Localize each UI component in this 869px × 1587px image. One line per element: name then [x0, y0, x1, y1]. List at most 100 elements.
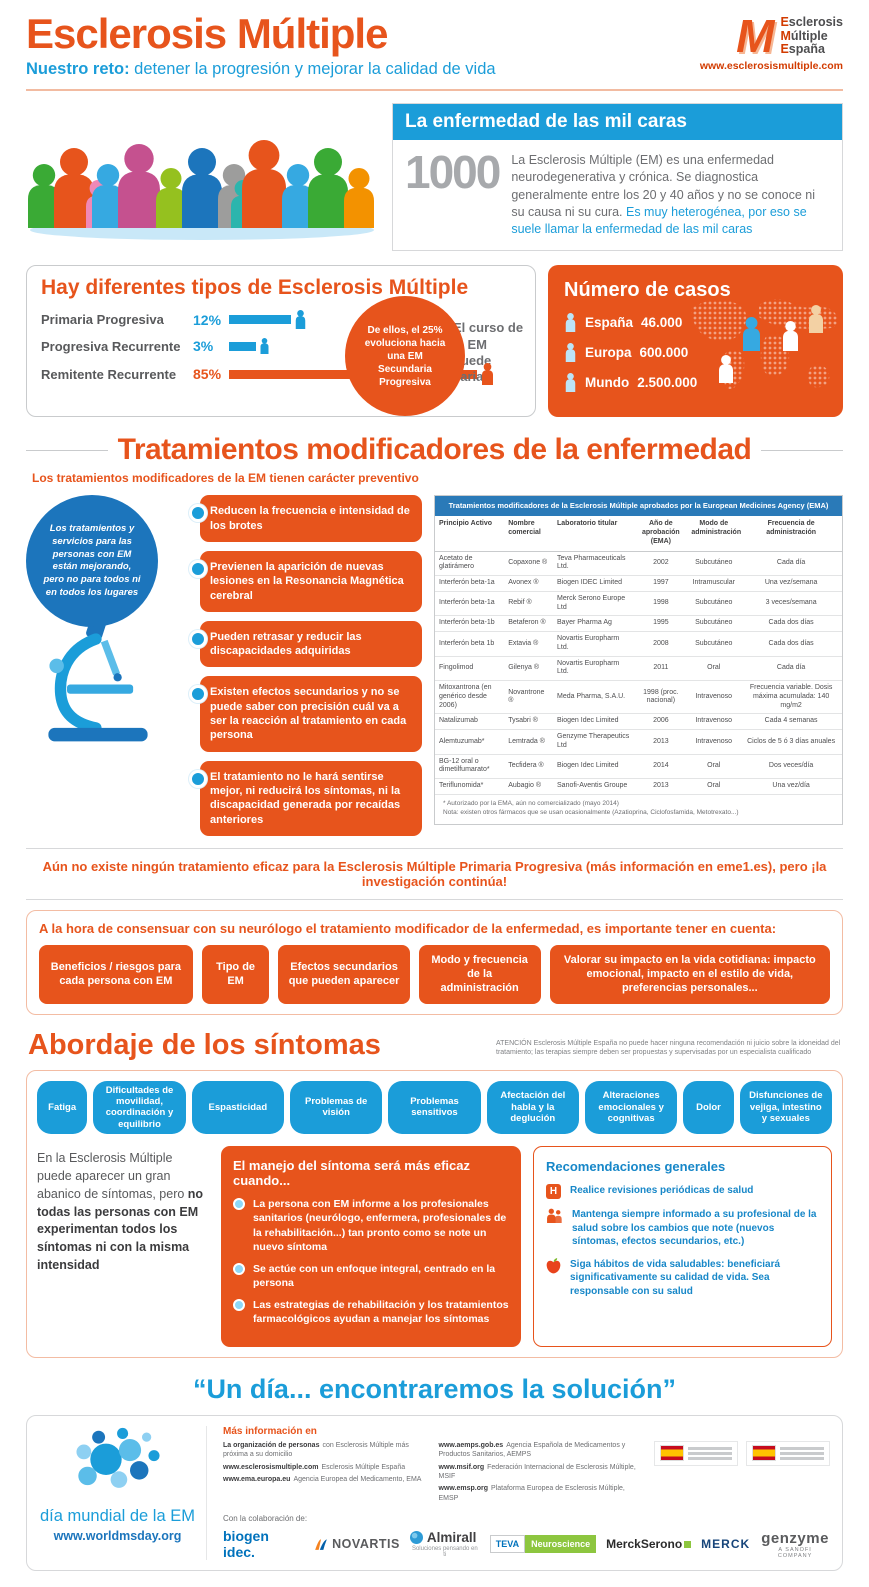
info-link: www.esclerosismultiple.com Esclerosis Múl…: [223, 1463, 425, 1472]
cell: 1998 (proc. nacional): [634, 680, 688, 715]
symptom-pill: Espasticidad: [191, 1080, 284, 1135]
cell: Cada día: [740, 656, 842, 682]
treatments-title: Tratamientos modificadores de la enferme…: [117, 433, 752, 467]
cell: 2006: [634, 713, 688, 731]
cell: Oral: [687, 656, 741, 682]
col-header: Laboratorio titular: [553, 516, 635, 552]
cell: Cada día: [740, 551, 842, 577]
type-row: Progresiva Recurrente 3%: [41, 338, 521, 355]
symptoms-section: Abordaje de los síntomas ATENCIÓN Escler…: [26, 1029, 843, 1358]
cell: Interferón beta-1a: [435, 575, 505, 592]
bullet-dot-icon: [233, 1198, 245, 1211]
link-strong[interactable]: www.ema.europa.eu: [223, 1475, 291, 1483]
biogen-idec-logo: biogen idec.: [223, 1528, 269, 1561]
symptom-pill: Fatiga: [37, 1080, 88, 1135]
cell: Lemtrada ®: [504, 729, 554, 755]
cell: Ciclos de 5 ó 3 días anuales: [740, 729, 842, 755]
type-label: Primaria Progresiva: [41, 312, 164, 328]
symptom-pill: Disfunciones de vejiga, intestino y sexu…: [739, 1080, 832, 1135]
wmsd-name: día mundial de la EM: [39, 1506, 195, 1525]
table-row: BG-12 oral o dimetilfumarato* Tecfidera ®…: [435, 754, 842, 780]
link-strong[interactable]: www.esclerosismultiple.com: [223, 1463, 319, 1471]
table-row: Interferón beta-1a Rebif ® Merck Serono Eu…: [435, 591, 842, 617]
table-row: Fingolimod Gilenya ® Novartis Europharm Lt…: [435, 656, 842, 682]
person-icon: [565, 343, 576, 363]
link-strong[interactable]: www.emsp.org: [438, 1485, 489, 1493]
symptoms-title: Abordaje de los síntomas: [28, 1028, 381, 1061]
footer: día mundial de la EM www.worldmsday.org …: [26, 1414, 843, 1572]
footnote-1: * Autorizado por la EMA, aún no comercia…: [443, 799, 619, 807]
types-chart: Primaria Progresiva 12% Progresiva Recur…: [41, 310, 521, 386]
cell: 2002: [634, 551, 688, 577]
cell: Una vez/semana: [740, 575, 842, 592]
link-strong[interactable]: www.msif.org: [438, 1463, 485, 1471]
cell: 2014: [634, 754, 688, 780]
links-column-right: www.aemps.gob.es Agencia Española de Medi…: [439, 1441, 641, 1507]
col-header: Año de aprobación (EMA): [634, 516, 688, 552]
recommendations-title: Recomendaciones generales: [546, 1159, 726, 1175]
cell: Acetato de glatirámero: [435, 551, 505, 577]
table-footnotes: * Autorizado por la EMA, aún no comercia…: [435, 795, 842, 824]
cell: Novantrone ®: [504, 680, 554, 715]
ema-table: Principio Activo Nombre comercial Labora…: [435, 516, 842, 795]
cell: Mitoxantrona (en genérico desde 2006): [435, 680, 505, 715]
table-row: Alemtuzumab* Lemtrada ® Genzyme Therapeuti…: [435, 729, 842, 755]
ema-table-panel: Tratamientos modificadores de la Esclero…: [434, 495, 843, 825]
merck-logo: MERCK: [701, 1537, 751, 1552]
cell: Merck Serono Europe Ltd: [553, 591, 635, 617]
cell: Intramuscular: [687, 575, 741, 592]
symptom-pill: Problemas de visión: [290, 1080, 383, 1135]
links-column-left: La organización de personas con Esclerosi…: [223, 1441, 425, 1488]
cell: Tecfidera ®: [504, 754, 554, 780]
cell: Genzyme Therapeutics Ltd: [553, 729, 635, 755]
logo-text-lines: [780, 1445, 824, 1462]
cell: Biogen IDEC Limited: [553, 575, 635, 592]
mil-caras-text-blue: Es muy heterogénea, por eso se suele lla…: [511, 204, 807, 237]
bullet-text: El tratamiento no le hará sentirse mejor…: [210, 770, 401, 826]
eme-website-link[interactable]: www.esclerosismultiple.com: [699, 59, 843, 72]
person-icon: [295, 310, 306, 330]
symptom-pill: Dolor: [683, 1080, 734, 1135]
management-text: La persona con EM informe a los profesio…: [253, 1198, 507, 1253]
almirall-logo: Almirall Soluciones pensando en ti: [409, 1530, 480, 1558]
symptom-pills: Fatiga Dificultades de movilidad, coordi…: [37, 1080, 832, 1135]
consensus-item: Modo y frecuencia de la administración: [418, 944, 541, 1004]
cell: 2008: [634, 631, 688, 657]
wmsd-url-link[interactable]: www.worldmsday.org: [53, 1528, 182, 1543]
ema-table-title: Tratamientos modificadores de la Esclero…: [435, 496, 842, 517]
recommendation-item: H Realice revisiones periódicas de salud: [546, 1184, 819, 1200]
cell: Subcutáneo: [687, 631, 741, 657]
crowd-illustration: [28, 140, 374, 241]
bullet-dot-icon: [189, 504, 207, 523]
cell: Cada 4 semanas: [740, 713, 842, 731]
consensus-section: A la hora de consensuar con su neurólogo…: [26, 909, 843, 1015]
types-title: Hay diferentes tipos de Esclerosis Múlti…: [41, 276, 469, 300]
bullet-dot-icon: [189, 629, 207, 648]
types-panel: Hay diferentes tipos de Esclerosis Múlti…: [26, 265, 536, 418]
type-pct: 85%: [193, 366, 222, 383]
person-icon: [260, 338, 269, 355]
cell: Aubagio ®: [504, 778, 554, 795]
microscope-column: Los tratamientos y servicios para las pe…: [26, 495, 178, 800]
almirall-sphere-icon: [409, 1531, 423, 1545]
cell: Tysabri ®: [504, 713, 554, 731]
more-info-title: Más información en: [223, 1425, 317, 1437]
link-rest: Esclerosis Múltiple España: [321, 1463, 406, 1471]
spain-flag-icon: [752, 1445, 776, 1462]
cell: 2013: [634, 778, 688, 795]
treatments-title-row: Tratamientos modificadores de la enferme…: [26, 433, 844, 467]
col-header: Principio Activo: [435, 516, 505, 552]
cell: Intravenoso: [687, 729, 741, 755]
person-icon: [482, 363, 493, 386]
cases-panel: Número de casos España 46.000 Europa 600…: [548, 265, 843, 418]
treatments-section: Tratamientos modificadores de la enferme…: [26, 433, 844, 900]
link-strong[interactable]: La organización de personas: [223, 1441, 320, 1449]
novartis-logo: NOVARTIS: [314, 1537, 400, 1551]
link-strong[interactable]: www.aemps.gob.es: [438, 1441, 504, 1449]
consensus-title: A la hora de consensuar con su neurólogo…: [39, 920, 777, 936]
symptom-management-panel: El manejo del síntoma será más eficaz cu…: [221, 1146, 521, 1347]
table-row: Interferón beta-1a Avonex ® Biogen IDEC Li…: [435, 575, 842, 592]
cell: Bayer Pharma Ag: [553, 615, 635, 633]
cell: Interferón beta-1a: [435, 591, 505, 617]
eme-logo-text: Esclerosis Múltiple España: [780, 15, 843, 57]
